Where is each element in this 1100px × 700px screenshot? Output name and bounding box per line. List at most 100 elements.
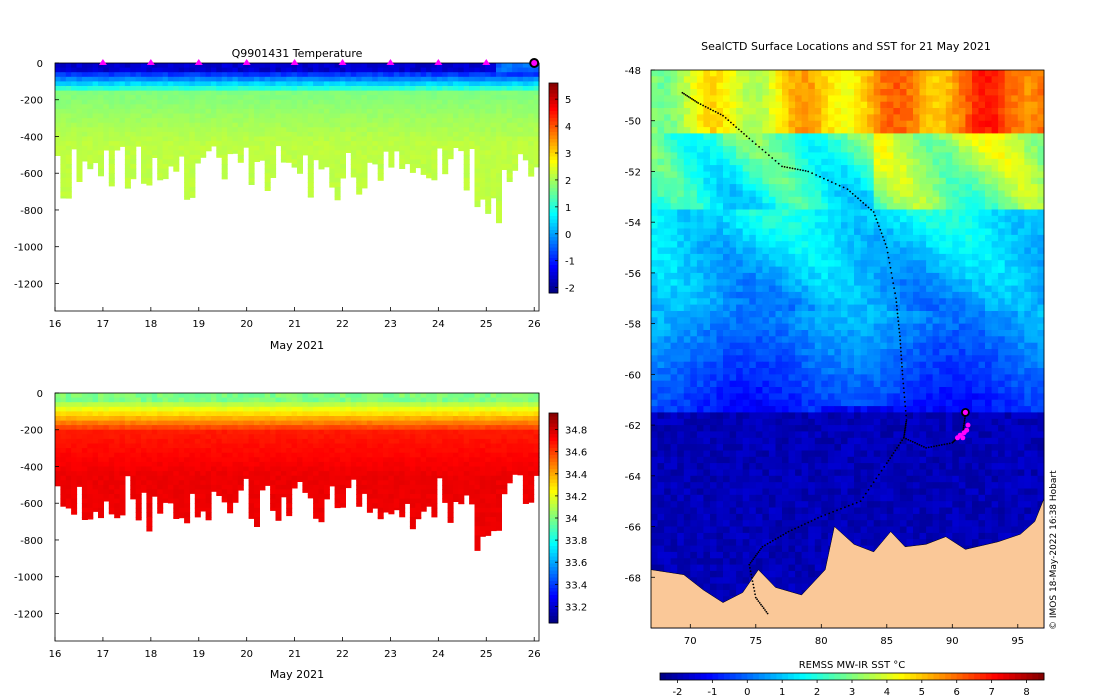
section-cell xyxy=(297,127,303,133)
section-cell xyxy=(356,150,363,156)
section-cell xyxy=(173,393,180,399)
section-cell xyxy=(490,187,497,193)
section-cell xyxy=(275,67,282,73)
section-cell xyxy=(366,67,373,73)
section-cell xyxy=(377,177,384,181)
section-cell xyxy=(167,131,174,138)
section-cell xyxy=(409,438,416,445)
section-cell xyxy=(286,461,293,468)
section-cell xyxy=(318,104,325,110)
section-cell xyxy=(76,67,83,73)
section-cell xyxy=(463,168,470,174)
section-cell xyxy=(270,457,277,463)
section-cell xyxy=(436,108,443,115)
section-cell xyxy=(485,503,492,509)
section-cell xyxy=(141,154,147,161)
colorbar-segment xyxy=(549,472,558,477)
colorbar-tick-label: 34 xyxy=(565,514,578,525)
section-cell xyxy=(463,443,470,449)
section-cell xyxy=(377,420,384,426)
section-cell xyxy=(227,461,234,468)
section-cell xyxy=(442,498,449,503)
section-cell xyxy=(377,150,384,156)
section-cell xyxy=(350,136,357,142)
section-cell xyxy=(377,466,384,472)
colorbar-segment xyxy=(549,125,558,129)
section-cell xyxy=(98,484,104,491)
section-cell xyxy=(178,104,185,110)
section-cell xyxy=(205,63,212,69)
section-cell xyxy=(404,393,411,399)
colorbar-segment xyxy=(549,556,558,561)
section-cell xyxy=(291,108,298,115)
section-cell xyxy=(248,443,255,449)
sst-cell xyxy=(1030,70,1038,77)
section-cell xyxy=(71,466,78,472)
section-cell xyxy=(420,136,427,142)
section-cell xyxy=(157,420,164,426)
section-cell xyxy=(275,448,282,454)
section-cell xyxy=(270,434,277,440)
section-cell xyxy=(205,429,212,435)
section-cell xyxy=(474,507,481,513)
section-cell xyxy=(81,471,88,477)
section-cell xyxy=(313,411,320,417)
section-cell xyxy=(135,63,142,69)
section-cell xyxy=(114,67,121,73)
section-cell xyxy=(485,393,492,399)
section-cell xyxy=(237,104,244,110)
section-cell xyxy=(453,95,459,101)
section-cell xyxy=(259,159,266,161)
section-cell xyxy=(146,95,153,101)
section-cell xyxy=(65,164,72,170)
sst-cell xyxy=(1011,82,1019,90)
section-cell xyxy=(237,402,244,408)
section-cell xyxy=(87,494,94,500)
section-cell xyxy=(501,81,508,87)
section-cell xyxy=(55,63,61,69)
section-cell xyxy=(291,420,298,426)
section-cell xyxy=(124,127,131,133)
section-cell xyxy=(313,484,320,491)
section-cell xyxy=(490,99,497,105)
section-cell xyxy=(270,173,277,178)
section-cell xyxy=(463,406,470,412)
section-cell xyxy=(108,425,115,431)
section-cell xyxy=(130,86,137,92)
section-cell xyxy=(81,72,88,78)
section-cell xyxy=(474,540,481,546)
section-cell xyxy=(237,95,244,101)
section-cell xyxy=(522,67,529,73)
section-cell xyxy=(474,127,481,133)
sst-cell xyxy=(932,89,940,96)
section-cell xyxy=(221,86,228,92)
section-cell xyxy=(76,104,83,110)
section-cell xyxy=(436,86,443,92)
y-tick-label: -800 xyxy=(20,206,43,217)
section-cell xyxy=(178,480,185,486)
section-cell xyxy=(114,141,121,147)
section-cell xyxy=(490,72,497,78)
section-cell xyxy=(184,164,191,170)
section-cell xyxy=(388,471,395,477)
section-cell xyxy=(275,95,282,101)
section-cell xyxy=(442,411,449,417)
section-cell xyxy=(323,443,330,449)
section-cell xyxy=(388,86,395,92)
section-cell xyxy=(173,484,180,491)
section-cell xyxy=(517,471,524,476)
section-cell xyxy=(135,416,142,422)
section-cell xyxy=(114,95,121,101)
section-cell xyxy=(533,86,540,92)
section-cell xyxy=(114,448,121,454)
section-cell xyxy=(517,429,524,435)
sst-cell xyxy=(873,70,881,77)
section-cell xyxy=(264,429,271,435)
section-cell xyxy=(243,429,250,435)
section-cell xyxy=(506,438,513,445)
sst-cell xyxy=(814,76,822,84)
section-cell xyxy=(135,406,142,412)
section-cell xyxy=(65,76,72,82)
section-cell xyxy=(302,104,309,110)
section-cell xyxy=(243,443,250,449)
